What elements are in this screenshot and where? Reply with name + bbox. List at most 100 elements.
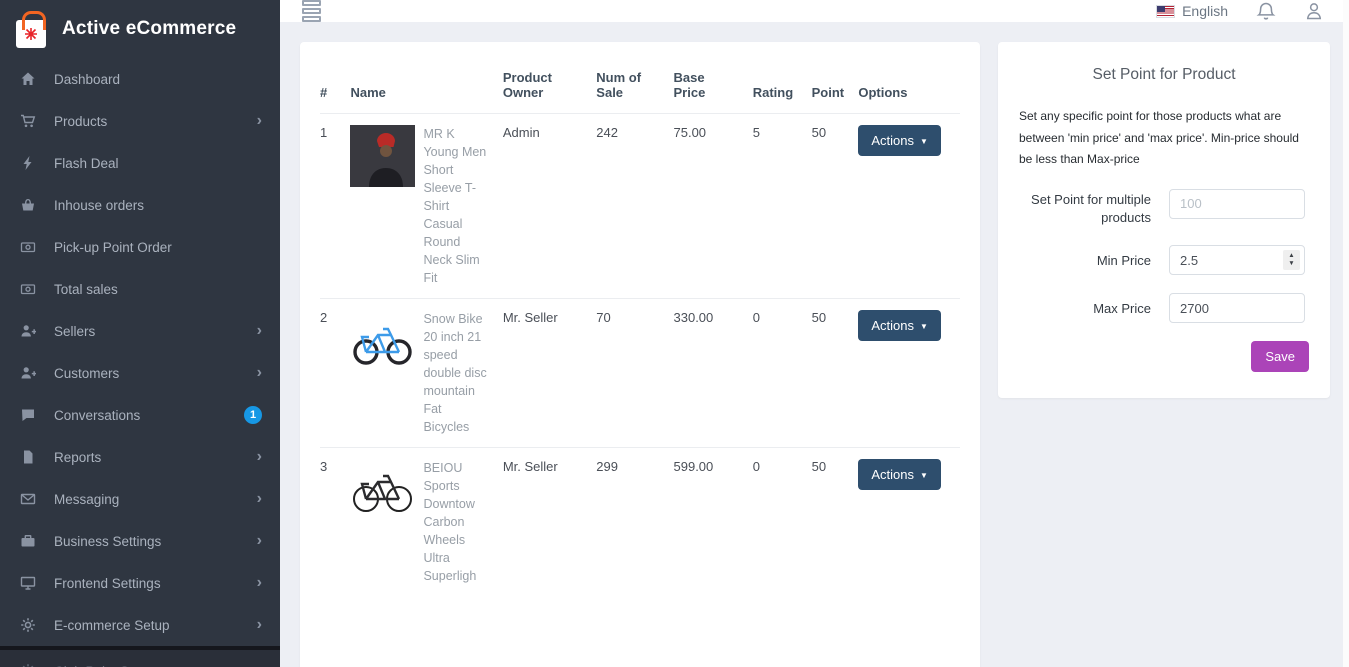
chevron-right-icon: › — [256, 112, 262, 129]
brand-title: Active eCommerce — [62, 18, 237, 39]
col-header-product-owner: Product Owner — [502, 70, 552, 100]
sidebar-item-business-settings[interactable]: Business Settings › — [0, 520, 280, 562]
sidebar-item-label: Sellers — [54, 323, 96, 339]
club-point-icon — [18, 663, 38, 667]
sidebar-item-flash-deal[interactable]: Flash Deal — [0, 142, 280, 184]
max-price-input[interactable] — [1169, 293, 1305, 324]
language-selector[interactable]: English — [1157, 3, 1228, 19]
table-header-row: # Name Product Owner Num of Sale Base Pr… — [320, 56, 960, 114]
sidebar-item-label: Dashboard — [54, 71, 121, 87]
sidebar-item-label: Pick-up Point Order — [54, 239, 172, 255]
num-of-sale: 242 — [596, 113, 674, 299]
caret-down-icon: ▼ — [920, 471, 928, 481]
col-header-num-of-sale: Num of Sale — [596, 70, 642, 100]
shopping-bag-logo-icon — [16, 11, 46, 48]
sidebar-item-club-point-system[interactable]: Club Point System — [0, 646, 280, 667]
products-table-card: # Name Product Owner Num of Sale Base Pr… — [300, 42, 980, 667]
num-of-sale: 299 — [596, 447, 674, 596]
num-of-sale: 70 — [596, 298, 674, 448]
save-button[interactable]: Save — [1251, 341, 1309, 373]
sidebar-menu: Dashboard Products › Flash Deal Inhouse … — [0, 58, 280, 667]
product-image-portrait — [350, 125, 416, 187]
max-price-row: Max Price — [1019, 293, 1309, 324]
money-icon — [18, 239, 38, 255]
scrollbar[interactable] — [1343, 0, 1349, 667]
envelope-icon — [18, 491, 38, 507]
row-number: 2 — [320, 298, 351, 448]
gear-icon — [18, 617, 38, 633]
sidebar-item-customers[interactable]: Customers › — [0, 352, 280, 394]
table-row: 3 BEIOU Sports Downtow Carbo — [320, 447, 960, 596]
basket-icon — [18, 197, 38, 213]
actions-dropdown-button[interactable]: Actions ▼ — [858, 125, 941, 156]
product-owner: Mr. Seller — [502, 298, 597, 448]
brand[interactable]: Active eCommerce — [0, 0, 280, 58]
chevron-right-icon: › — [256, 322, 262, 339]
product-image-blue-bike — [350, 310, 416, 372]
col-header-point: Point — [811, 85, 845, 100]
product-name: Snow Bike 20 inch 21 speed double disc m… — [423, 312, 487, 434]
multi-products-point-row: Set Point for multiple products — [1019, 188, 1309, 227]
briefcase-icon — [18, 533, 38, 549]
chevron-right-icon: › — [256, 364, 262, 381]
col-header-rating: Rating — [752, 85, 794, 100]
topbar: English — [280, 0, 1349, 22]
point: 50 — [811, 298, 859, 448]
point: 50 — [811, 447, 859, 596]
sidebar-item-reports[interactable]: Reports › — [0, 436, 280, 478]
stepper-up-icon[interactable]: ▲ — [1288, 252, 1295, 260]
product-name: BEIOU Sports Downtow Carbon Wheels Ultra… — [423, 461, 477, 583]
sidebar-item-label: Total sales — [54, 281, 118, 297]
max-price-label: Max Price — [1093, 301, 1151, 317]
content: # Name Product Owner Num of Sale Base Pr… — [280, 22, 1349, 667]
sidebar-item-ecommerce-setup[interactable]: E-commerce Setup › — [0, 604, 280, 646]
stepper-down-icon[interactable]: ▼ — [1288, 259, 1295, 267]
min-price-row: Min Price ▲▼ — [1019, 245, 1309, 276]
sidebar-toggle-button[interactable] — [302, 0, 321, 22]
product-owner: Mr. Seller — [502, 447, 597, 596]
money-icon — [18, 281, 38, 297]
sidebar-item-label: Reports — [54, 449, 102, 465]
table-row: 1 MR K Young Men Short Sleev — [320, 113, 960, 299]
actions-dropdown-button[interactable]: Actions ▼ — [858, 310, 941, 341]
sidebar-item-label: Customers — [54, 365, 120, 381]
min-price-input[interactable] — [1169, 245, 1305, 276]
actions-dropdown-button[interactable]: Actions ▼ — [858, 459, 941, 490]
notification-count-badge: 1 — [244, 406, 262, 424]
sidebar-item-total-sales[interactable]: Total sales — [0, 268, 280, 310]
sidebar-item-label: Products — [54, 113, 108, 129]
sidebar-item-label: Club Point System — [54, 664, 262, 667]
sidebar-item-products[interactable]: Products › — [0, 100, 280, 142]
table-row: 2 Snow Bike 20 inch 21 speed — [320, 298, 960, 448]
col-header-num: # — [320, 85, 328, 100]
products-table: # Name Product Owner Num of Sale Base Pr… — [320, 56, 960, 596]
min-price-label: Min Price — [1096, 253, 1151, 269]
sidebar-item-dashboard[interactable]: Dashboard — [0, 58, 280, 100]
sidebar-item-label: Business Settings — [54, 533, 162, 549]
panel-description: Set any specific point for those product… — [1019, 109, 1299, 167]
main-area: English # — [280, 0, 1349, 667]
number-stepper[interactable]: ▲ ▼ — [1283, 250, 1300, 271]
sidebar-item-label: Messaging — [54, 491, 120, 507]
sidebar-item-messaging[interactable]: Messaging › — [0, 478, 280, 520]
sidebar-item-sellers[interactable]: Sellers › — [0, 310, 280, 352]
sidebar-item-label: Conversations — [54, 407, 141, 423]
row-number: 3 — [320, 447, 351, 596]
sidebar-item-conversations[interactable]: Conversations 1 — [0, 394, 280, 436]
chevron-right-icon: › — [256, 490, 262, 507]
cart-icon — [18, 113, 38, 129]
sidebar-item-label: E-commerce Setup — [54, 617, 170, 633]
sidebar-item-pickup-point-order[interactable]: Pick-up Point Order — [0, 226, 280, 268]
sidebar-item-label: Inhouse orders — [54, 197, 145, 213]
panel-title: Set Point for Product — [1092, 66, 1236, 83]
rating: 0 — [752, 298, 812, 448]
multi-products-point-input[interactable] — [1169, 188, 1305, 219]
sidebar-item-frontend-settings[interactable]: Frontend Settings › — [0, 562, 280, 604]
chevron-right-icon: › — [256, 448, 262, 465]
chevron-right-icon: › — [256, 574, 262, 591]
bell-icon[interactable] — [1256, 1, 1276, 21]
home-icon — [18, 71, 38, 87]
sidebar-item-inhouse-orders[interactable]: Inhouse orders — [0, 184, 280, 226]
user-icon[interactable] — [1304, 1, 1324, 21]
